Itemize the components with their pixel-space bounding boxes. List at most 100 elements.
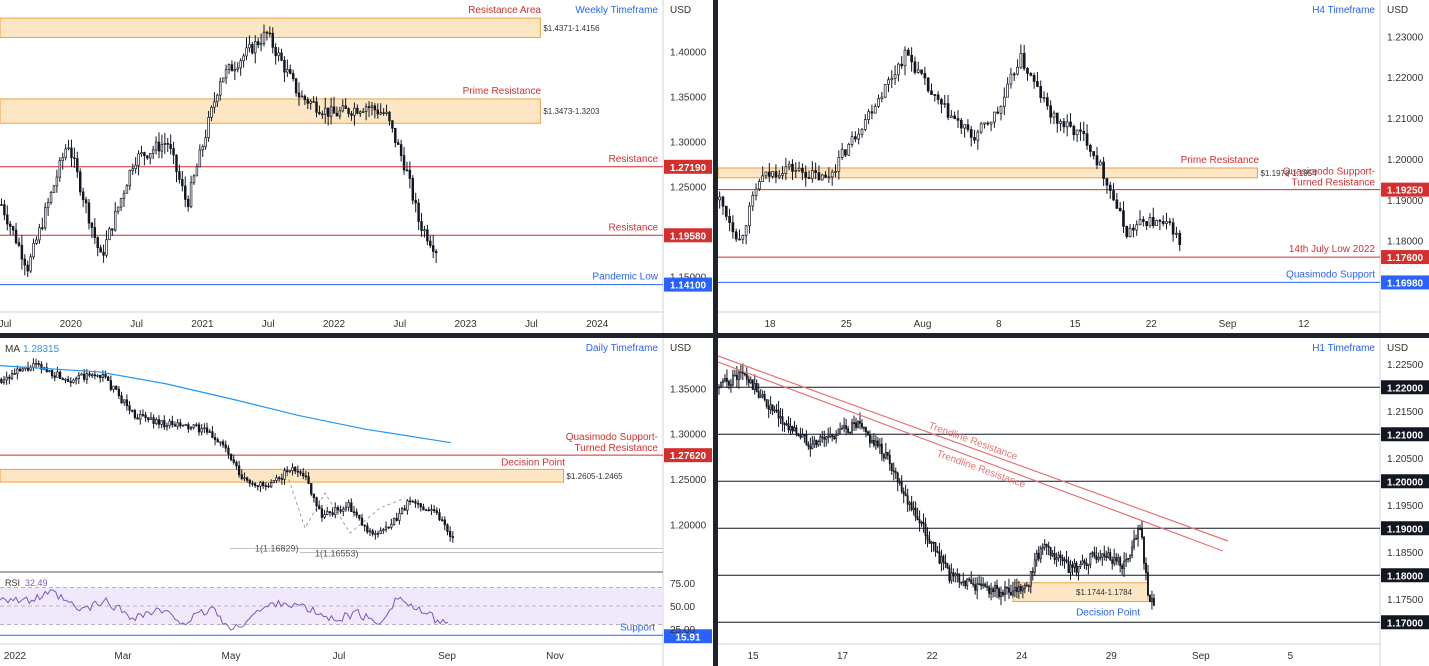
candle-1-12 [758,178,761,191]
candle-1-51 [887,76,890,93]
candle-body [744,225,748,236]
candle-2-139 [371,528,374,537]
candle-2-23 [61,377,64,381]
candle-body [306,99,309,104]
candle-body [1092,151,1096,157]
candle-3-77 [870,435,873,444]
weekly-svg: Weekly Timeframe USD 1.40000 1.35000 1.30000… [0,0,712,333]
candle-0-75 [219,77,222,101]
candle-2-62 [165,422,169,431]
candle-3-165 [1045,543,1048,555]
candle-body [876,440,879,447]
candle-body [96,374,99,377]
candle-1-22 [791,159,794,180]
candle-body [863,119,867,130]
zone-range-label: $1.1978-1.1954 [1261,169,1318,178]
candle-3-126 [968,576,971,582]
candle-1-82 [989,121,993,132]
candle-body [29,256,32,272]
candle-body [984,583,987,587]
candle-1-43 [860,127,864,138]
candle-0-115 [335,106,339,117]
candle-body [1055,557,1058,561]
candle-body [930,90,933,95]
candle-2-59 [157,415,161,429]
candle-body [224,69,228,79]
pattern-dashed-line [284,467,406,534]
candle-3-135 [986,581,989,592]
candle-3-37 [791,425,794,434]
candle-body [307,476,310,484]
candle-0-106 [309,99,312,110]
y-tick-label: 1.21500 [1387,407,1424,418]
candle-body [151,149,155,154]
candle-2-114 [304,470,308,481]
candle-body [718,196,721,201]
candle-body [1161,221,1165,224]
candle-body [73,157,76,160]
candle-body [1002,592,1004,596]
h4-chart-panel[interactable]: H4 Timeframe USD 1.23000 1.22000 1.21000 1.20… [718,0,1429,333]
candle-0-90 [262,24,266,47]
candle-body [173,424,177,427]
candle-0-39 [114,202,117,232]
horizontal-divider[interactable] [0,333,1429,338]
candle-body [1165,221,1168,224]
candle-0-60 [175,154,178,183]
candle-3-158 [1031,567,1034,581]
candle-3-121 [958,573,961,589]
candle-body [1099,556,1102,559]
candle-0-116 [338,106,342,120]
candle-1-124 [1128,223,1132,238]
candle-1-91 [1019,44,1023,69]
candle-3-208 [1131,540,1134,559]
candle-2-99 [264,482,267,491]
candle-body [248,43,251,49]
candle-1-3 [728,208,731,232]
candle-body [291,466,294,472]
h4-svg: H4 Timeframe USD 1.23000 1.22000 1.21000 1.20… [718,0,1429,333]
candle-body [1065,559,1068,562]
candle-0-6 [17,237,21,248]
candle-body [787,423,790,431]
zone-range-label: $1.4371-1.4156 [543,24,600,33]
candle-body [391,120,394,129]
candle-3-106 [928,531,931,544]
candle-body [360,517,364,526]
daily-chart-panel[interactable]: Daily Timeframe USD 1.35000 1.30000 1.25000 1… [0,338,713,666]
candles [0,358,454,543]
candle-3-136 [988,585,991,598]
candle-3-25 [767,399,770,419]
candle-body [297,92,301,98]
candle-body [10,373,14,379]
candle-body [791,163,794,172]
candle-1-76 [969,126,973,147]
candle-2-51 [136,413,139,420]
candle-body [143,152,146,157]
candle-body [908,502,911,505]
candle-3-14 [745,367,748,386]
candle-3-36 [789,418,792,435]
candle-2-17 [45,362,48,373]
trendline [718,355,1229,542]
candle-2-50 [133,408,137,420]
candle-body [5,376,8,381]
candle-3-35 [787,416,790,433]
h1-chart-panel[interactable]: H1 Timeframe USD 1.22500 1.21500 1.20500 1.19… [718,338,1429,666]
candle-body [1152,597,1155,606]
candle-body [342,508,345,512]
weekly-chart-panel[interactable]: Weekly Timeframe USD 1.40000 1.35000 1.30000… [0,0,713,333]
candle-0-64 [186,195,190,212]
candle-body [930,541,933,544]
candle-body [767,171,771,177]
candle-body [751,379,754,391]
candle-body [224,444,227,449]
candle-1-83 [993,111,996,128]
candle-body [406,500,409,511]
candle-body [221,441,225,446]
candle-body [1037,552,1040,560]
candle-3-217 [1149,594,1151,603]
candle-body [131,168,134,171]
candle-3-98 [912,500,915,516]
candle-body [893,74,897,79]
